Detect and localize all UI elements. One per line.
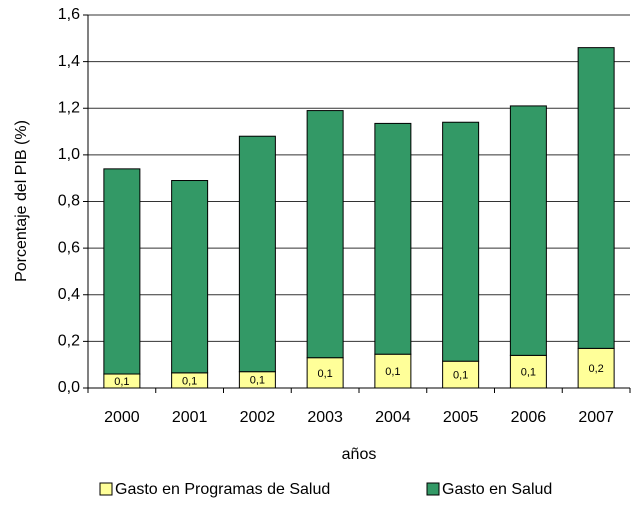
y-tick-label: 0,8: [58, 193, 80, 210]
y-tick-label: 1,4: [58, 53, 80, 70]
x-tick-label: 2003: [307, 409, 343, 426]
y-axis-label: Porcentaje del PIB (%): [13, 120, 30, 282]
x-axis-label: años: [342, 446, 377, 463]
x-tick-label: 2000: [104, 409, 140, 426]
x-tick-label: 2004: [375, 409, 411, 426]
bar-segment: [306, 110, 344, 359]
y-tick-label: 1,2: [58, 99, 80, 116]
bar-segment: [577, 347, 615, 389]
bar-segment: [577, 47, 615, 349]
x-tick-label: 2001: [172, 409, 208, 426]
legend-swatch: [426, 482, 440, 496]
data-label: 0,1: [250, 375, 265, 387]
y-tick-label: 0,0: [58, 379, 80, 396]
bar-segment: [103, 168, 141, 375]
bar-segment: [171, 180, 209, 374]
y-tick-label: 0,6: [58, 239, 80, 256]
y-tick-label: 0,2: [58, 333, 80, 350]
data-label: 0,1: [521, 367, 536, 379]
data-label: 0,1: [182, 375, 197, 387]
bar-segment: [509, 105, 547, 356]
legend-label: Gasto en Programas de Salud: [115, 481, 330, 498]
legend-swatch: [99, 482, 113, 496]
bar-segment: [374, 122, 412, 355]
x-tick-label: 2006: [511, 409, 547, 426]
bar-segment: [238, 135, 276, 373]
x-tick-label: 2007: [578, 409, 614, 426]
bar-segment: [306, 357, 344, 389]
bar-segment: [374, 353, 412, 389]
data-label: 0,1: [385, 366, 400, 378]
bar-segment: [509, 354, 547, 389]
x-tick-label: 2005: [443, 409, 479, 426]
data-label: 0,1: [453, 370, 468, 382]
legend-label: Gasto en Salud: [442, 481, 552, 498]
y-tick-label: 1,6: [58, 6, 80, 23]
data-label: 0,1: [317, 368, 332, 380]
bar-segment: [442, 121, 480, 362]
y-tick-label: 1,0: [58, 146, 80, 163]
x-tick-label: 2002: [240, 409, 276, 426]
data-label: 0,2: [588, 363, 603, 375]
y-tick-label: 0,4: [58, 286, 80, 303]
data-label: 0,1: [114, 376, 129, 388]
